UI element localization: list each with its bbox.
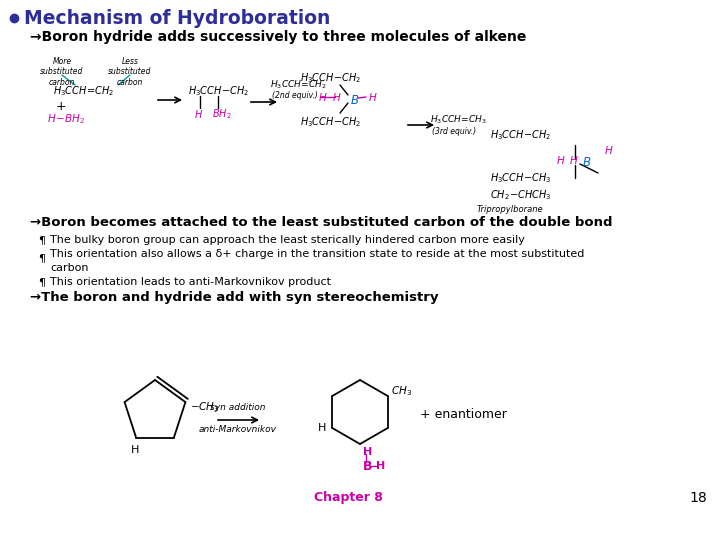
Text: +: + bbox=[56, 99, 67, 112]
Text: (3rd equiv.): (3rd equiv.) bbox=[432, 126, 476, 136]
Text: H: H bbox=[131, 445, 140, 455]
Text: $H_3CCH\!-\!CH_2$: $H_3CCH\!-\!CH_2$ bbox=[188, 84, 249, 98]
Text: $B$: $B$ bbox=[582, 157, 591, 170]
Text: The bulky boron group can approach the least sterically hindered carbon more eas: The bulky boron group can approach the l… bbox=[50, 235, 525, 245]
Text: syn addition: syn addition bbox=[210, 403, 266, 413]
Text: 18: 18 bbox=[689, 491, 707, 505]
Text: $H$: $H$ bbox=[556, 154, 565, 166]
Text: Chapter 8: Chapter 8 bbox=[314, 491, 382, 504]
Text: $H_3CCH\!=\!CH_2$: $H_3CCH\!=\!CH_2$ bbox=[53, 84, 114, 98]
Text: carbon: carbon bbox=[50, 263, 89, 273]
Text: H: H bbox=[376, 461, 385, 471]
Text: $H_3CCH\!-\!CH_2$: $H_3CCH\!-\!CH_2$ bbox=[300, 71, 361, 85]
Text: $H$: $H$ bbox=[569, 154, 579, 166]
Text: This orientation leads to anti-Markovnikov product: This orientation leads to anti-Markovnik… bbox=[50, 277, 331, 287]
Text: →Boron hydride adds successively to three molecules of alkene: →Boron hydride adds successively to thre… bbox=[30, 30, 526, 44]
Text: $H_3CCH\!=\!CH_3$: $H_3CCH\!=\!CH_3$ bbox=[430, 114, 487, 126]
Text: $H_3CCH\!-\!CH_2$: $H_3CCH\!-\!CH_2$ bbox=[490, 128, 552, 142]
Text: $BH_2$: $BH_2$ bbox=[212, 107, 232, 121]
Text: anti-Markovnikov: anti-Markovnikov bbox=[199, 426, 277, 435]
Text: $H\!-\!BH_2$: $H\!-\!BH_2$ bbox=[47, 112, 85, 126]
Text: (2nd equiv.): (2nd equiv.) bbox=[272, 91, 318, 100]
Text: $H$: $H$ bbox=[604, 144, 613, 156]
Text: Less
substituted
carbon: Less substituted carbon bbox=[108, 57, 152, 87]
Text: ¶: ¶ bbox=[38, 235, 45, 245]
Text: $H$: $H$ bbox=[194, 108, 203, 120]
Text: $CH_2\!-\!CHCH_3$: $CH_2\!-\!CHCH_3$ bbox=[490, 188, 552, 202]
Text: + enantiomer: + enantiomer bbox=[420, 408, 507, 422]
Text: $B$: $B$ bbox=[350, 93, 359, 106]
Text: B: B bbox=[363, 460, 372, 472]
Text: ¶: ¶ bbox=[38, 253, 45, 263]
Text: $-CH_3$: $-CH_3$ bbox=[190, 400, 220, 414]
Text: H: H bbox=[363, 447, 372, 457]
Text: More
substituted
carbon: More substituted carbon bbox=[40, 57, 84, 87]
Text: ¶: ¶ bbox=[38, 277, 45, 287]
Text: Tripropylborane: Tripropylborane bbox=[477, 206, 544, 214]
Text: H: H bbox=[318, 423, 327, 433]
Text: $H_3CCH\!-\!CH_2$: $H_3CCH\!-\!CH_2$ bbox=[300, 115, 361, 129]
Text: →Boron becomes attached to the least substituted carbon of the double bond: →Boron becomes attached to the least sub… bbox=[30, 215, 613, 228]
Text: $H_3CCH\!=\!CH_2$: $H_3CCH\!=\!CH_2$ bbox=[270, 79, 327, 91]
Text: This orientation also allows a δ+ charge in the transition state to reside at th: This orientation also allows a δ+ charge… bbox=[50, 249, 585, 259]
Text: →The boron and hydride add with syn stereochemistry: →The boron and hydride add with syn ster… bbox=[30, 292, 438, 305]
Text: $H$: $H$ bbox=[332, 91, 341, 103]
Text: Mechanism of Hydroboration: Mechanism of Hydroboration bbox=[24, 9, 330, 28]
Text: $H$: $H$ bbox=[368, 91, 377, 103]
Text: $CH_3$: $CH_3$ bbox=[391, 384, 412, 398]
Text: $H$: $H$ bbox=[318, 91, 328, 103]
Text: $H_3CCH\!-\!CH_3$: $H_3CCH\!-\!CH_3$ bbox=[490, 171, 552, 185]
